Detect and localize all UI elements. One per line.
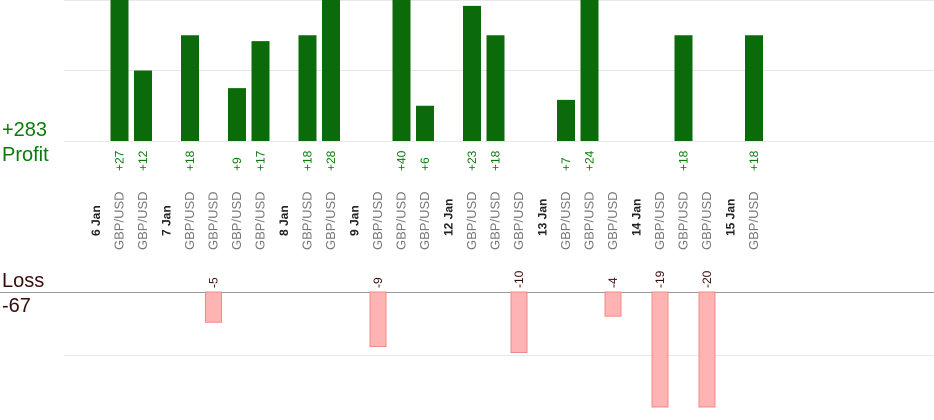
pair-label: GBP/USD (253, 191, 268, 250)
pair-label: GBP/USD (511, 191, 526, 250)
pair-label: GBP/USD (652, 191, 667, 250)
profit-value-label: +40 (395, 150, 409, 171)
pair-label: GBP/USD (370, 191, 385, 250)
loss-value-label: -10 (512, 270, 526, 288)
loss-bar (698, 291, 716, 408)
loss-bar (369, 291, 387, 347)
profit-bar (110, 0, 129, 141)
profit-bar (298, 35, 317, 141)
profit-bar (580, 0, 599, 141)
loss-bar (604, 291, 622, 317)
profit-bar (486, 35, 505, 141)
profit-value-label: +17 (254, 150, 268, 171)
profit-value-label: +12 (136, 150, 150, 171)
loss-value-label: -5 (207, 277, 221, 288)
loss-value-label: -9 (371, 277, 385, 288)
profit-value-label: +18 (183, 150, 197, 171)
bar-layer (110, 0, 763, 408)
profit-value-label: +18 (747, 150, 761, 171)
pair-label: GBP/USD (558, 191, 573, 250)
loss-bar (205, 291, 222, 323)
profit-bar (134, 70, 152, 141)
pair-label: GBP/USD (300, 191, 315, 250)
date-label: 7 Jan (160, 205, 174, 236)
date-label: 14 Jan (630, 199, 644, 236)
pair-label: GBP/USD (746, 191, 761, 250)
profit-value-label: +18 (489, 150, 503, 171)
loss-bar (510, 291, 528, 354)
profit-value-label: +18 (301, 150, 315, 171)
date-label: 6 Jan (89, 205, 103, 236)
profit-value-label: +18 (677, 150, 691, 171)
pair-label: GBP/USD (676, 191, 691, 250)
pair-label: GBP/USD (135, 191, 150, 250)
profit-bar (557, 99, 575, 141)
pair-label: GBP/USD (206, 191, 221, 250)
profit-bar (181, 35, 199, 141)
date-label: 13 Jan (536, 199, 550, 236)
profit-bar (674, 35, 693, 141)
loss-value-label: -20 (700, 270, 714, 288)
loss-bar (651, 291, 669, 408)
pair-label: GBP/USD (394, 191, 409, 250)
date-label: 9 Jan (348, 205, 362, 236)
pair-label: GBP/USD (417, 191, 432, 250)
profit-value-label: +27 (113, 150, 127, 171)
profit-bar (251, 41, 270, 141)
profit-value-label: +24 (583, 150, 597, 171)
profit-value-label: +23 (465, 150, 479, 171)
pair-label: GBP/USD (182, 191, 197, 250)
profit-value-label: +9 (230, 157, 244, 171)
profit-bar (392, 0, 411, 141)
pair-label: GBP/USD (605, 191, 620, 250)
pair-label: GBP/USD (323, 191, 338, 250)
profit-bar (322, 0, 340, 141)
pair-label: GBP/USD (229, 191, 244, 250)
loss-value-label: -4 (606, 277, 620, 288)
loss-value-label: -19 (653, 270, 667, 288)
profit-bar (463, 5, 481, 141)
date-label: 8 Jan (277, 205, 291, 236)
date-label: 12 Jan (442, 199, 456, 236)
profit-bar (416, 105, 434, 141)
profit-value-label: +6 (418, 157, 432, 171)
pair-label: GBP/USD (582, 191, 597, 250)
pair-label: GBP/USD (112, 191, 127, 250)
label-layer: 6 Jan GBP/USD +27 GBP/USD +12 7 Jan GBP/USD +18… (89, 150, 761, 288)
profit-bar (228, 88, 246, 141)
loss-total: -67 (2, 295, 31, 317)
profit-value-label: +28 (324, 150, 338, 171)
pair-label: GBP/USD (464, 191, 479, 250)
grid-layer (0, 0, 934, 356)
profit-bar (745, 35, 763, 141)
loss-label: Loss (2, 270, 45, 292)
pair-label: GBP/USD (488, 191, 503, 250)
date-label: 15 Jan (724, 199, 738, 236)
pair-label: GBP/USD (699, 191, 714, 250)
profit-value-label: +7 (559, 157, 573, 171)
profit-total: +283 (2, 119, 48, 141)
profit-label: Profit (2, 144, 49, 166)
